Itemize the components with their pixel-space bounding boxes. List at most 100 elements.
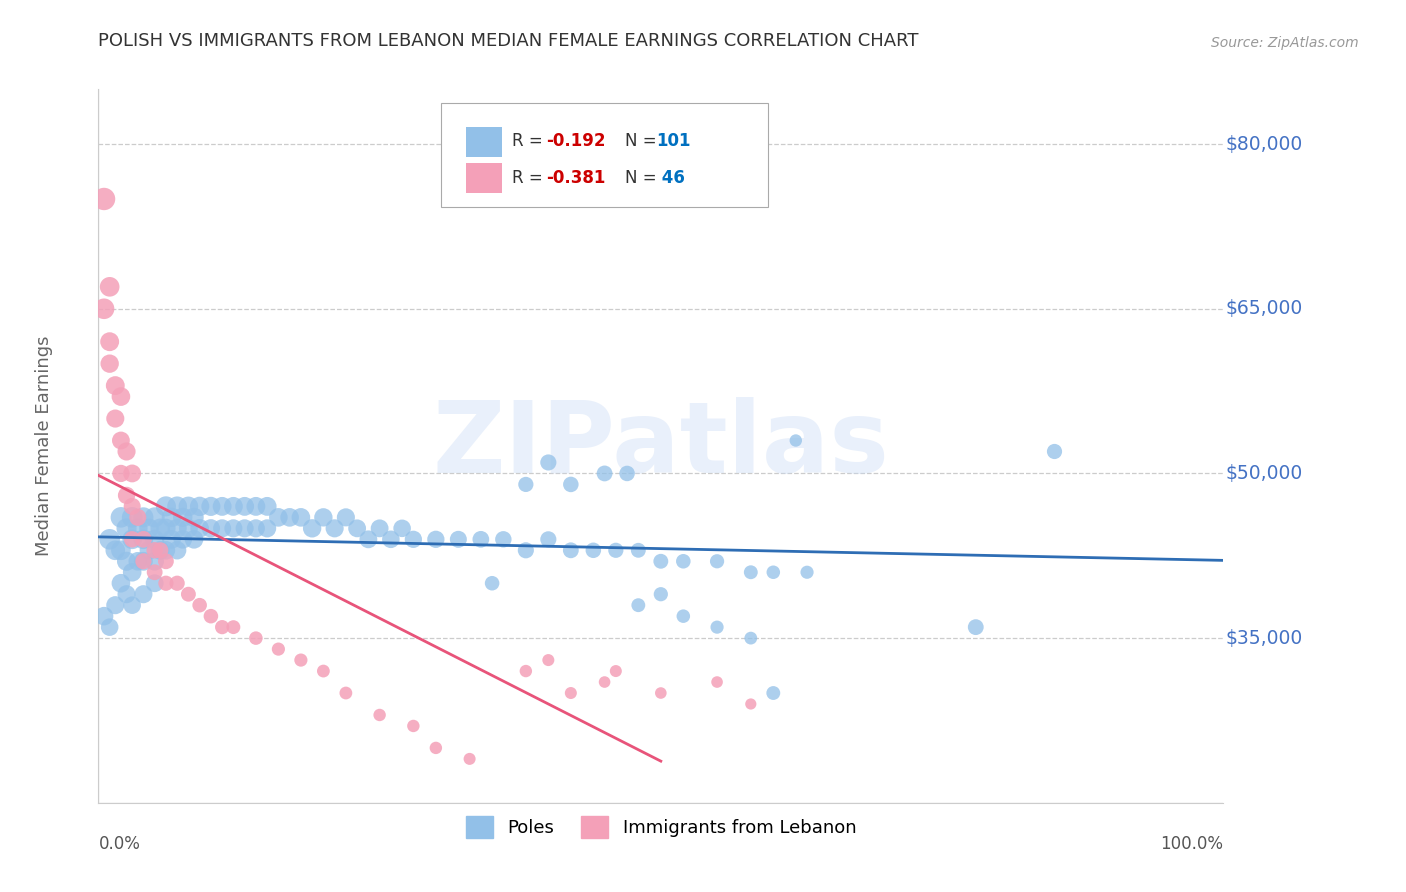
- Point: [121, 598, 143, 612]
- Point: [166, 576, 188, 591]
- Point: [188, 598, 211, 612]
- Text: 100.0%: 100.0%: [1160, 835, 1223, 853]
- Point: [115, 521, 138, 535]
- Point: [222, 620, 245, 634]
- Point: [481, 576, 503, 591]
- Point: [211, 500, 233, 514]
- Point: [155, 554, 177, 568]
- Point: [222, 521, 245, 535]
- Text: N =: N =: [624, 169, 662, 187]
- Point: [492, 533, 515, 547]
- Point: [706, 620, 728, 634]
- Point: [155, 576, 177, 591]
- Point: [110, 467, 132, 481]
- Point: [200, 500, 222, 514]
- Point: [143, 510, 166, 524]
- Point: [368, 521, 391, 535]
- Text: ZIPatlas: ZIPatlas: [433, 398, 889, 494]
- Point: [127, 510, 149, 524]
- Point: [278, 510, 301, 524]
- Point: [245, 521, 267, 535]
- Text: -0.381: -0.381: [546, 169, 606, 187]
- Legend: Poles, Immigrants from Lebanon: Poles, Immigrants from Lebanon: [457, 807, 865, 847]
- Point: [965, 620, 987, 634]
- Point: [138, 543, 160, 558]
- Point: [560, 686, 582, 700]
- Point: [155, 500, 177, 514]
- Point: [121, 533, 143, 547]
- Point: [98, 334, 121, 349]
- Point: [98, 620, 121, 634]
- Point: [616, 467, 638, 481]
- Point: [110, 510, 132, 524]
- Point: [166, 543, 188, 558]
- Point: [132, 533, 155, 547]
- FancyBboxPatch shape: [467, 162, 502, 193]
- Point: [762, 686, 785, 700]
- Point: [132, 554, 155, 568]
- Point: [267, 510, 290, 524]
- Point: [132, 587, 155, 601]
- Point: [650, 554, 672, 568]
- Point: [515, 477, 537, 491]
- Point: [98, 280, 121, 294]
- Text: -0.192: -0.192: [546, 132, 606, 150]
- Point: [233, 521, 256, 535]
- Point: [143, 543, 166, 558]
- Point: [245, 631, 267, 645]
- Point: [211, 521, 233, 535]
- Point: [335, 510, 357, 524]
- Point: [160, 510, 183, 524]
- Point: [200, 609, 222, 624]
- Point: [672, 554, 695, 568]
- Point: [93, 301, 115, 316]
- Text: N =: N =: [624, 132, 662, 150]
- Point: [183, 533, 205, 547]
- Point: [650, 587, 672, 601]
- Point: [149, 543, 172, 558]
- Point: [132, 510, 155, 524]
- Point: [143, 566, 166, 580]
- Point: [177, 521, 200, 535]
- Point: [233, 500, 256, 514]
- Point: [115, 488, 138, 502]
- Point: [267, 642, 290, 657]
- Text: R =: R =: [512, 132, 548, 150]
- Point: [650, 686, 672, 700]
- Point: [127, 554, 149, 568]
- Point: [706, 554, 728, 568]
- Point: [672, 609, 695, 624]
- Point: [172, 533, 194, 547]
- Point: [121, 510, 143, 524]
- Point: [425, 740, 447, 755]
- Point: [177, 587, 200, 601]
- Point: [121, 500, 143, 514]
- Point: [346, 521, 368, 535]
- Point: [98, 357, 121, 371]
- Point: [104, 598, 127, 612]
- Point: [222, 500, 245, 514]
- Point: [627, 598, 650, 612]
- Point: [110, 434, 132, 448]
- Point: [447, 533, 470, 547]
- Point: [121, 566, 143, 580]
- Point: [143, 576, 166, 591]
- Point: [357, 533, 380, 547]
- Point: [132, 554, 155, 568]
- Point: [245, 500, 267, 514]
- Point: [740, 697, 762, 711]
- Point: [98, 533, 121, 547]
- Point: [143, 554, 166, 568]
- Point: [143, 533, 166, 547]
- Text: R =: R =: [512, 169, 548, 187]
- Point: [582, 543, 605, 558]
- Point: [470, 533, 492, 547]
- Point: [155, 521, 177, 535]
- Point: [627, 543, 650, 558]
- Point: [104, 378, 127, 392]
- Text: $65,000: $65,000: [1226, 300, 1303, 318]
- Point: [211, 620, 233, 634]
- Text: 101: 101: [657, 132, 690, 150]
- Point: [312, 664, 335, 678]
- Text: $50,000: $50,000: [1226, 464, 1303, 483]
